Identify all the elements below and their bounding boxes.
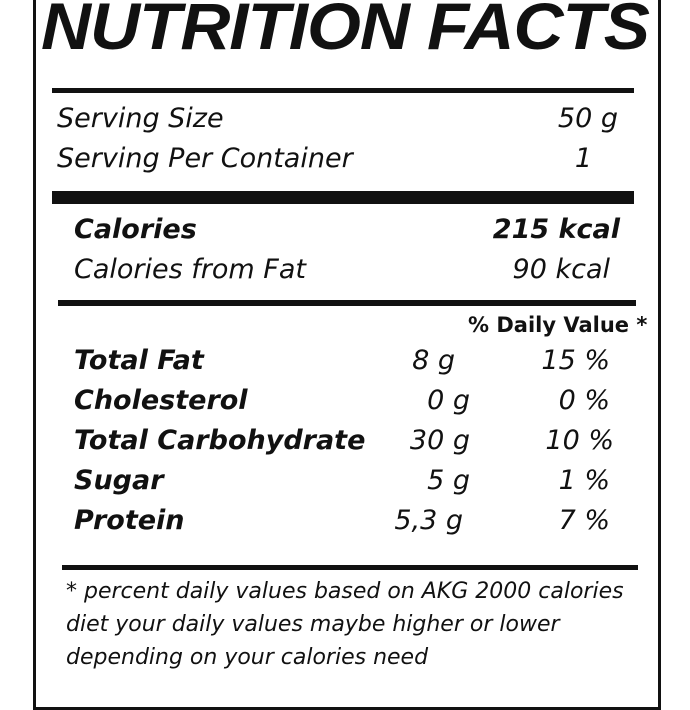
serving-size-label: Serving Size bbox=[57, 103, 224, 134]
calories-label: Calories bbox=[74, 214, 197, 245]
nutrient-amount-sugar: 5 g bbox=[427, 465, 470, 496]
footnote-line-1: * percent daily values based on AKG 2000… bbox=[66, 579, 624, 604]
serving-per-container-label: Serving Per Container bbox=[57, 143, 353, 174]
footnote-line-2: diet your daily values maybe higher or l… bbox=[66, 612, 560, 637]
title-divider bbox=[52, 88, 634, 93]
nutrient-name-cholesterol: Cholesterol bbox=[74, 385, 248, 416]
nutrient-percent-total-fat: 15 % bbox=[541, 345, 610, 376]
label-title: NUTRITION FACTS bbox=[41, 0, 650, 63]
nutrient-amount-protein: 5,3 g bbox=[394, 505, 463, 536]
daily-value-header: % Daily Value * bbox=[468, 313, 648, 337]
footnote-divider bbox=[62, 565, 638, 570]
calories-divider bbox=[58, 300, 636, 306]
calories-from-fat-label: Calories from Fat bbox=[74, 254, 306, 285]
nutrient-percent-total-carbohydrate: 10 % bbox=[545, 425, 614, 456]
nutrient-amount-total-fat: 8 g bbox=[412, 345, 455, 376]
calories-from-fat-value: 90 kcal bbox=[512, 254, 610, 285]
calories-value: 215 kcal bbox=[492, 214, 620, 245]
nutrient-percent-protein: 7 % bbox=[558, 505, 610, 536]
nutrient-name-total-carbohydrate: Total Carbohydrate bbox=[74, 425, 366, 456]
nutrient-percent-cholesterol: 0 % bbox=[558, 385, 610, 416]
serving-divider bbox=[52, 191, 634, 204]
serving-per-container-value: 1 bbox=[574, 143, 592, 174]
footnote-line-3: depending on your calories need bbox=[66, 645, 429, 670]
nutrient-name-total-fat: Total Fat bbox=[74, 345, 204, 376]
nutrient-name-protein: Protein bbox=[74, 505, 185, 536]
nutrient-amount-total-carbohydrate: 30 g bbox=[409, 425, 470, 456]
nutrient-amount-cholesterol: 0 g bbox=[427, 385, 470, 416]
serving-size-value: 50 g bbox=[557, 103, 618, 134]
nutrient-percent-sugar: 1 % bbox=[558, 465, 610, 496]
nutrient-name-sugar: Sugar bbox=[74, 465, 164, 496]
